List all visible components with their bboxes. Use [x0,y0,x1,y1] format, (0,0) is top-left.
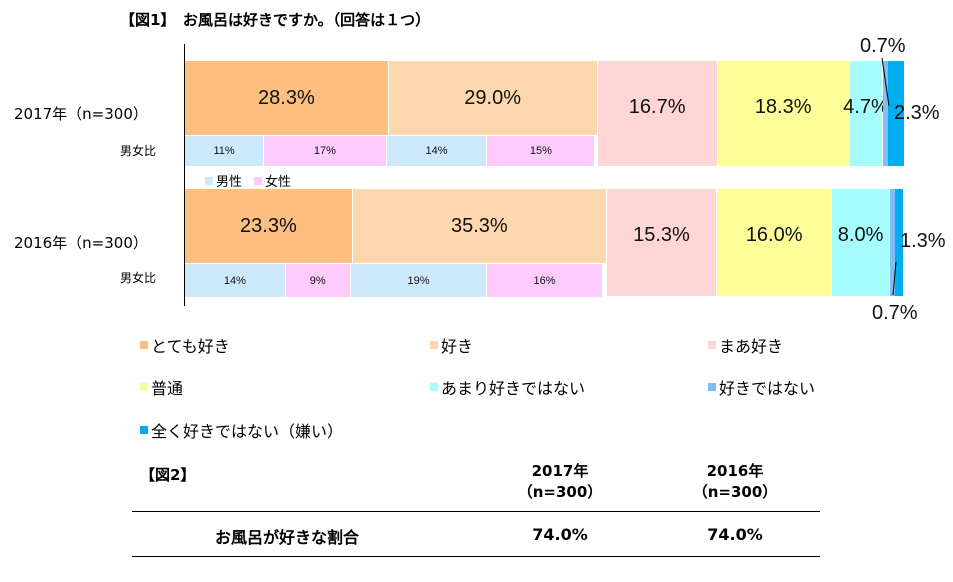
data-label: 16.0% [745,224,803,246]
bar-segment: 23.3% [185,189,353,263]
legend-item: 普通 [140,375,183,399]
legend-female: 女性 [265,175,292,190]
sex-ratio-label: 14% [425,145,448,157]
legend-label: まあ好き [719,337,784,356]
leader-line [892,261,897,296]
legend-label: 好き [441,337,474,356]
legend-swatch [140,426,148,434]
legend-item: 好きではない [708,375,815,399]
legend-swatch-male [205,176,213,185]
legend-swatch [708,383,716,391]
header-n: （n=300） [517,483,603,501]
bar-segment [888,61,905,166]
sex-ratio-female: 9% [285,264,351,297]
table-row-label: お風呂が好きな割合 [215,528,360,547]
header-n: （n=300） [692,483,778,501]
data-label: 29.0% [464,86,521,109]
bar-segment: 4.7% [843,61,889,166]
legend-swatch [140,341,148,349]
data-label: 8.0% [837,224,884,246]
sex-ratio-male: 14% [386,136,488,166]
data-label: 28.3% [258,86,315,109]
header-year: 2017年 [531,462,589,480]
sex-ratio-female: 17% [264,136,387,166]
category-label-2017: 2017年（n=300） [14,105,148,123]
sex-ratio-male: 19% [350,264,488,297]
sex-ratio-label: 19% [407,274,430,287]
data-label: 35.3% [450,214,508,237]
legend-swatch [708,341,716,349]
sex-ratio-label: 15% [529,145,552,157]
header-year: 2016年 [706,462,764,480]
sex-ratio-label: 17% [313,145,336,157]
bar-segment [883,61,889,166]
sex-ratio-male: 11% [185,136,265,166]
bar-segment: 15.3% [606,189,718,296]
sex-ratio-female: 16% [487,264,603,297]
y-axis [184,44,185,306]
bar-segment: 35.3% [352,189,607,263]
legend-label: とても好き [151,337,230,356]
sex-legend: 男性 女性 [205,171,291,190]
chart-title: 【図1】 お風呂は好きですか。（回答は１つ） [120,11,431,29]
sex-ratio-label: 14% [223,274,246,287]
sex-ratio-label: 男女比 [120,271,157,285]
legend-item: あまり好きではない [430,375,585,399]
sex-ratio-label: 9% [309,274,326,287]
legend-item: 好き [430,333,473,357]
bar-segment: 18.3% [717,61,850,166]
bar-segment: 28.3% [185,61,389,135]
bar-segment [889,189,895,296]
legend-swatch [140,383,148,391]
table-value-2017: 74.0% [532,525,588,544]
bar-segment: 16.0% [717,189,833,296]
table-header-2017: 2017年 （n=300） [500,460,620,502]
data-label: 15.3% [633,224,690,246]
sex-ratio-label: 11% [213,145,235,157]
data-label: 4.7% [843,96,889,118]
bar-segment [894,189,905,296]
legend-item: とても好き [140,333,230,357]
legend-label: 好きではない [719,379,816,398]
legend-swatch-female [254,176,263,185]
sex-ratio-label: 男女比 [120,144,157,158]
data-label: 2.3% [894,102,940,124]
sex-ratio-male: 14% [185,264,286,297]
table-header-2016: 2016年 （n=300） [675,460,795,502]
bar-segment: 8.0% [832,189,890,296]
bar-segment: 29.0% [388,61,598,135]
legend-label: 普通 [151,379,184,398]
data-label: 1.3% [900,230,946,252]
table-title: 【図2】 [140,466,196,484]
legend-item: 全く好きではない（嫌い） [140,418,343,442]
legend-label: あまり好きではない [441,379,586,398]
legend-item: まあ好き [708,333,783,357]
data-label: 18.3% [754,96,812,118]
data-label-outside: 0.7% [872,302,918,324]
legend-swatch [430,341,438,349]
category-label-2016: 2016年（n=300） [14,234,148,252]
table-rule [132,511,820,512]
data-label-outside: 0.7% [860,35,906,57]
legend-swatch [430,383,438,391]
legend-male: 男性 [216,175,243,190]
sex-ratio-label: 16% [533,274,556,287]
table-rule [132,556,820,557]
table-value-2016: 74.0% [707,525,763,544]
sex-ratio-female: 15% [487,136,596,166]
legend-label: 全く好きではない（嫌い） [151,422,344,441]
leader-line [881,57,890,107]
bar-segment: 16.7% [597,61,718,166]
data-label: 16.7% [628,96,686,118]
data-label: 23.3% [240,214,297,237]
